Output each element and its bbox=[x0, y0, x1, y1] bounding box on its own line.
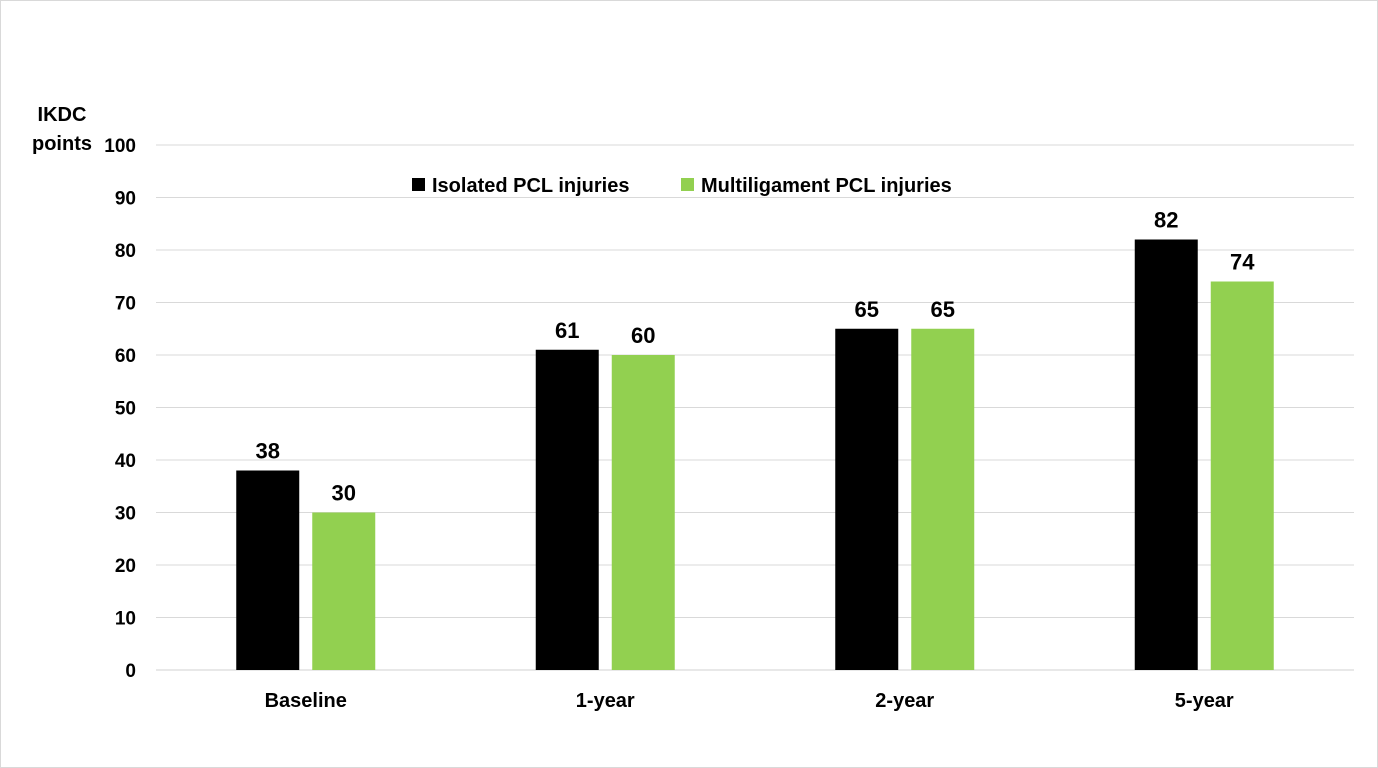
y-axis-ticks: 0 10 20 30 40 50 60 70 80 90 100 bbox=[104, 136, 136, 682]
bars bbox=[236, 239, 1274, 670]
data-label-2-year-series-1: 65 bbox=[855, 297, 879, 322]
y-tick-label-80: 80 bbox=[115, 241, 136, 262]
y-tick-label-10: 10 bbox=[115, 609, 136, 630]
y-tick-label-20: 20 bbox=[115, 556, 136, 577]
data-label-baseline-series-1: 38 bbox=[256, 439, 280, 464]
bar-2-year-series-1 bbox=[835, 328, 899, 670]
legend-label-series-1: Isolated PCL injuries bbox=[432, 175, 629, 197]
y-tick-label-60: 60 bbox=[115, 346, 136, 367]
data-label-baseline-series-2: 30 bbox=[332, 481, 356, 506]
y-tick-label-40: 40 bbox=[115, 451, 136, 472]
y-tick-label-90: 90 bbox=[115, 189, 136, 210]
legend-swatch-series-2 bbox=[681, 178, 694, 191]
bar-baseline-series-1 bbox=[236, 470, 300, 670]
x-axis-ticks: Baseline 1-year 2-year 5-year bbox=[265, 690, 1234, 712]
legend-swatch-series-1 bbox=[412, 178, 425, 191]
y-tick-label-30: 30 bbox=[115, 504, 136, 525]
data-label-1-year-series-2: 60 bbox=[631, 323, 655, 348]
y-tick-label-100: 100 bbox=[104, 136, 136, 157]
x-tick-label-5-year: 5-year bbox=[1175, 690, 1234, 712]
x-tick-label-2-year: 2-year bbox=[875, 690, 934, 712]
data-label-2-year-series-2: 65 bbox=[931, 297, 955, 322]
y-axis-label-line-2: points bbox=[32, 133, 92, 155]
y-tick-label-0: 0 bbox=[125, 661, 136, 682]
legend-label-series-2: Multiligament PCL injuries bbox=[701, 175, 952, 197]
legend: Isolated PCL injuries Multiligament PCL i… bbox=[412, 175, 952, 197]
x-tick-label-baseline: Baseline bbox=[265, 690, 347, 712]
bar-5-year-series-1 bbox=[1134, 239, 1198, 670]
data-label-5-year-series-2: 74 bbox=[1230, 250, 1255, 275]
bar-5-year-series-2 bbox=[1210, 281, 1274, 670]
data-labels: 38 30 61 60 65 65 82 74 bbox=[256, 208, 1256, 506]
y-axis-label-line-1: IKDC bbox=[38, 104, 87, 126]
bar-2-year-series-2 bbox=[911, 328, 975, 670]
bar-baseline-series-2 bbox=[312, 512, 376, 670]
y-tick-label-50: 50 bbox=[115, 399, 136, 420]
x-tick-label-1-year: 1-year bbox=[576, 690, 635, 712]
bar-1-year-series-1 bbox=[535, 349, 599, 670]
data-label-1-year-series-1: 61 bbox=[555, 318, 579, 343]
data-label-5-year-series-1: 82 bbox=[1154, 208, 1178, 233]
y-tick-label-70: 70 bbox=[115, 294, 136, 315]
bar-1-year-series-2 bbox=[611, 355, 675, 670]
